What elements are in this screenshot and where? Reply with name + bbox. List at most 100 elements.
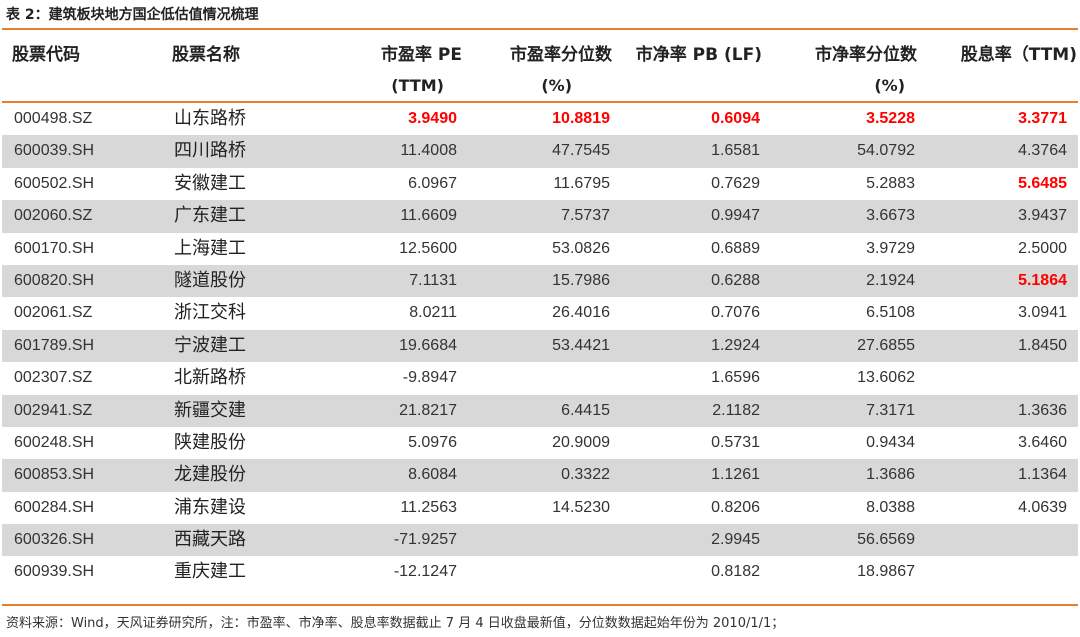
cell-code: 600248.SH [14,433,95,451]
header-pe-pct-sub: (%) [541,76,572,95]
cell-name: 新疆交建 [174,399,246,421]
cell-pe: 8.0211 [409,304,457,322]
cell-div: 3.6460 [1018,433,1067,451]
cell-pe-pct [482,362,610,394]
table-row: 600326.SH 西藏天路 -71.9257 2.9945 56.6569 [2,524,1078,557]
cell-div: 4.3764 [1018,142,1067,160]
cell-name: 西藏天路 [174,529,246,551]
cell-div [927,556,1067,588]
cell-name: 宁波建工 [174,334,246,356]
cell-pe: 11.2563 [400,498,457,516]
cell-code: 002061.SZ [14,304,93,322]
cell-name: 安徽建工 [174,172,246,194]
cell-code: 600502.SH [14,174,95,192]
header-pb-pct: 市净率分位数 (%) [782,30,917,101]
cell-div [927,524,1067,556]
cell-pe: 5.0976 [408,433,457,451]
cell-pb-pct: 5.2883 [866,174,915,192]
cell-pb-pct: 2.1924 [866,271,915,289]
cell-pb: 0.8206 [711,498,760,516]
cell-pe-pct: 20.9009 [552,433,610,451]
header-pe: 市盈率 PE (TTM) [362,30,462,101]
header-pe-pct-label: 市盈率分位数 [510,45,612,65]
table-row: 600170.SH 上海建工 12.5600 53.0826 0.6889 3.9729 2… [2,233,1078,265]
cell-name: 广东建工 [174,205,246,227]
cell-div: 1.1364 [1018,466,1067,484]
cell-div: 5.1864 [1018,271,1067,289]
header-pb-pct-label: 市净率分位数 [815,45,917,65]
cell-pe-pct: 0.3322 [561,466,610,484]
cell-pe-pct [482,524,610,556]
cell-pe-pct: 15.7986 [552,271,610,289]
cell-pe: 19.6684 [399,336,457,354]
cell-pb: 0.6889 [711,239,760,257]
header-dividend: 股息率（TTM) [927,30,1077,101]
header-name-label: 股票名称 [172,45,240,65]
cell-name: 陕建股份 [174,431,246,453]
table-row: 600939.SH 重庆建工 -12.1247 0.8182 18.9867 [2,556,1078,588]
cell-code: 002941.SZ [14,401,93,419]
cell-code: 002307.SZ [14,369,93,387]
cell-pb-pct: 3.5228 [866,110,915,127]
cell-pb-pct: 27.6855 [857,336,915,354]
cell-pb: 0.7076 [711,304,760,322]
cell-pb: 0.5731 [711,433,760,451]
cell-name: 重庆建工 [174,561,246,583]
header-pb: 市净率 PB (LF) [622,30,762,101]
cell-div: 3.3771 [1018,110,1067,127]
cell-div: 1.3636 [1018,401,1067,419]
cell-pe-pct: 6.4415 [561,401,610,419]
table-row: 600039.SH 四川路桥 11.4008 47.7545 1.6581 54.0792… [2,135,1078,168]
header-dividend-label: 股息率（TTM) [960,45,1077,65]
header-pe-sub: (TTM) [391,76,444,95]
cell-pb-pct: 3.9729 [866,239,915,257]
cell-name: 四川路桥 [174,140,246,162]
cell-pe-pct [482,556,610,588]
cell-pe-pct: 11.6795 [553,174,610,192]
cell-pe: -71.9257 [393,531,457,549]
table-row: 601789.SH 宁波建工 19.6684 53.4421 1.2924 27.6855… [2,329,1078,363]
cell-pe-pct: 26.4016 [552,304,610,322]
cell-pe: 3.9490 [408,110,457,127]
table-row: 002060.SZ 广东建工 11.6609 7.5737 0.9947 3.6673 3.… [2,200,1078,233]
cell-pb: 0.8182 [711,563,760,581]
cell-pb-pct: 18.9867 [857,563,915,581]
cell-code: 002060.SZ [14,207,93,225]
cell-pb: 0.6288 [711,271,760,289]
cell-pb: 1.2924 [711,336,760,354]
cell-div: 4.0639 [1018,498,1067,516]
cell-pb-pct: 56.6569 [857,531,915,549]
cell-pb: 2.1182 [712,401,760,419]
cell-pb: 2.9945 [711,531,760,549]
table-caption: 表 2：建筑板块地方国企低估值情况梳理 [6,7,259,23]
cell-name: 浙江交科 [174,302,246,324]
table-row: 600502.SH 安徽建工 6.0967 11.6795 0.7629 5.2883 5.… [2,168,1078,200]
cell-name: 山东路桥 [174,108,246,129]
cell-div: 3.9437 [1018,207,1067,225]
cell-pb: 0.6094 [711,110,760,127]
cell-pe: -9.8947 [402,369,457,387]
cell-pe-pct: 47.7545 [552,142,610,160]
bottom-rule [2,604,1078,606]
table-row: 600284.SH 浦东建设 11.2563 14.5230 0.8206 8.0388 4… [2,492,1078,524]
cell-pb: 1.6596 [711,369,760,387]
header-pb-pct-sub: (%) [874,76,905,95]
cell-pe: 11.4008 [400,142,457,160]
cell-pb: 0.7629 [711,174,760,192]
cell-code: 600820.SH [14,271,95,289]
cell-div: 2.5000 [1018,239,1067,257]
table-row: 000498.SZ 山东路桥 3.9490 10.8819 0.6094 3.5228 3.… [2,103,1078,135]
cell-pb: 1.6581 [711,142,760,160]
cell-div: 5.6485 [1018,174,1067,192]
cell-pb-pct: 0.9434 [866,433,915,451]
cell-name: 上海建工 [174,237,246,259]
cell-pb-pct: 13.6062 [857,369,915,387]
cell-pe-pct: 53.4421 [552,336,610,354]
cell-pe-pct: 10.8819 [552,110,610,127]
header-rule [2,101,1078,103]
cell-pb-pct: 3.6673 [866,207,915,225]
cell-pe: 7.1131 [409,271,457,289]
cell-pe: 21.8217 [399,401,457,419]
cell-code: 600326.SH [14,531,95,549]
cell-code: 601789.SH [14,336,95,354]
